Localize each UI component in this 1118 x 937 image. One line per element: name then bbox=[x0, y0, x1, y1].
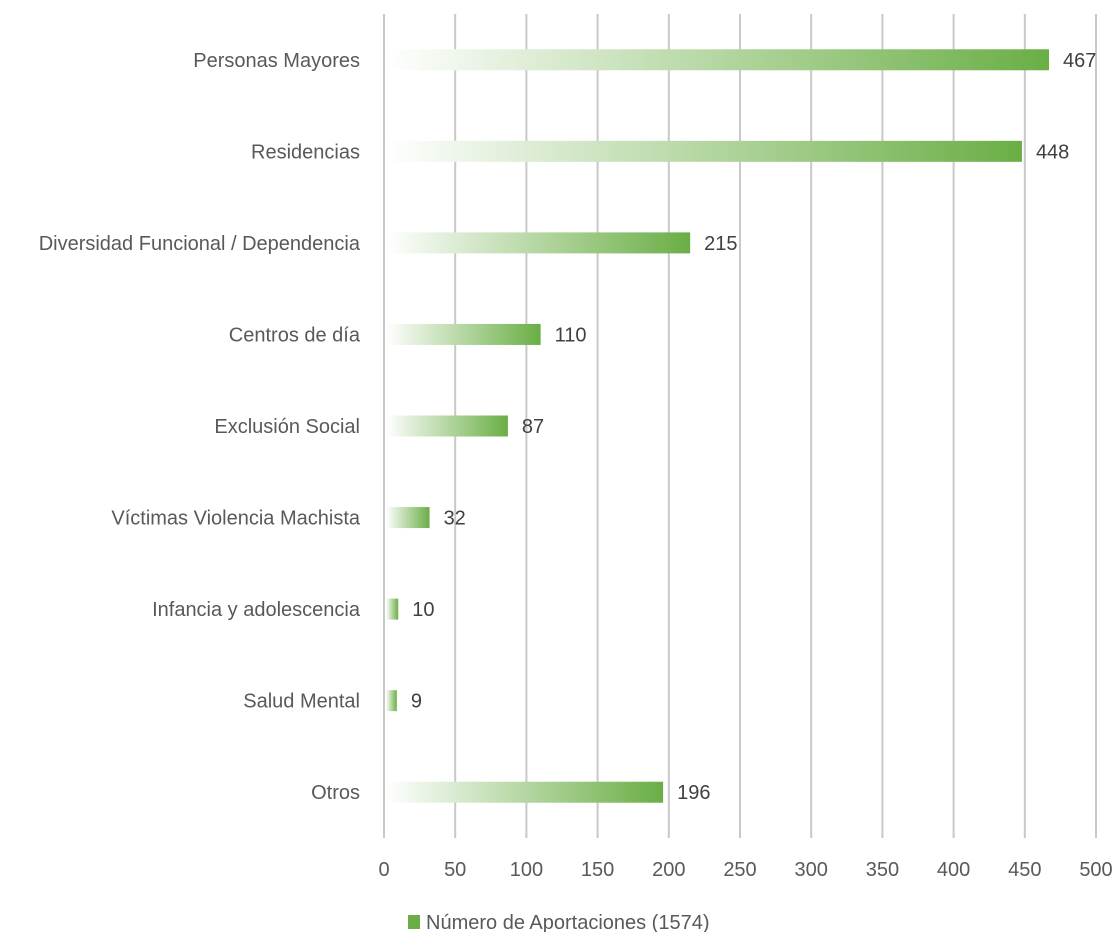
category-label: Víctimas Violencia Machista bbox=[111, 508, 361, 530]
category-label: Otros bbox=[311, 782, 360, 804]
data-label: 110 bbox=[555, 324, 587, 346]
bar bbox=[386, 415, 508, 437]
legend-label: Número de Aportaciones (1574) bbox=[426, 912, 710, 932]
bar bbox=[386, 140, 1022, 162]
x-tick-label: 400 bbox=[937, 859, 970, 881]
bar bbox=[386, 323, 541, 345]
data-label: 32 bbox=[444, 508, 466, 530]
x-tick-label: 300 bbox=[795, 859, 828, 881]
category-label: Infancia y adolescencia bbox=[152, 599, 361, 621]
x-tick-label: 200 bbox=[652, 859, 685, 881]
legend-swatch bbox=[408, 915, 420, 929]
x-tick-label: 500 bbox=[1079, 859, 1112, 881]
data-label: 215 bbox=[704, 233, 737, 255]
bar bbox=[386, 690, 397, 712]
data-label: 10 bbox=[412, 599, 434, 621]
data-label: 448 bbox=[1036, 141, 1069, 163]
data-label: 9 bbox=[411, 691, 422, 713]
x-tick-label: 250 bbox=[723, 859, 756, 881]
x-axis-ticks: 0 50 100 150 200 250 300 350 400 450 500 bbox=[378, 859, 1112, 881]
bar bbox=[386, 781, 664, 803]
x-tick-label: 450 bbox=[1008, 859, 1041, 881]
category-label: Personas Mayores bbox=[193, 50, 360, 72]
category-labels: Personas Mayores Residencias Diversidad Fu… bbox=[39, 50, 361, 804]
category-label: Centros de día bbox=[229, 324, 361, 346]
x-tick-label: 100 bbox=[510, 859, 543, 881]
x-tick-label: 350 bbox=[866, 859, 899, 881]
bar-layer bbox=[386, 49, 1050, 803]
x-tick-label: 50 bbox=[444, 859, 466, 881]
bar bbox=[386, 507, 430, 529]
bar bbox=[386, 49, 1050, 71]
bar bbox=[386, 598, 399, 620]
bar bbox=[386, 232, 691, 254]
category-label: Exclusión Social bbox=[214, 416, 360, 438]
category-label: Salud Mental bbox=[243, 691, 360, 713]
legend: Número de Aportaciones (1574) bbox=[408, 912, 710, 934]
value-labels: 467 448 215 110 87 32 10 9 196 bbox=[411, 50, 1097, 804]
data-label: 467 bbox=[1063, 50, 1096, 72]
data-label: 87 bbox=[522, 416, 544, 438]
x-tick-label: 150 bbox=[581, 859, 614, 881]
data-label: 196 bbox=[677, 782, 710, 804]
category-label: Diversidad Funcional / Dependencia bbox=[39, 233, 361, 255]
category-label: Residencias bbox=[251, 141, 360, 163]
x-tick-label: 0 bbox=[378, 859, 389, 881]
